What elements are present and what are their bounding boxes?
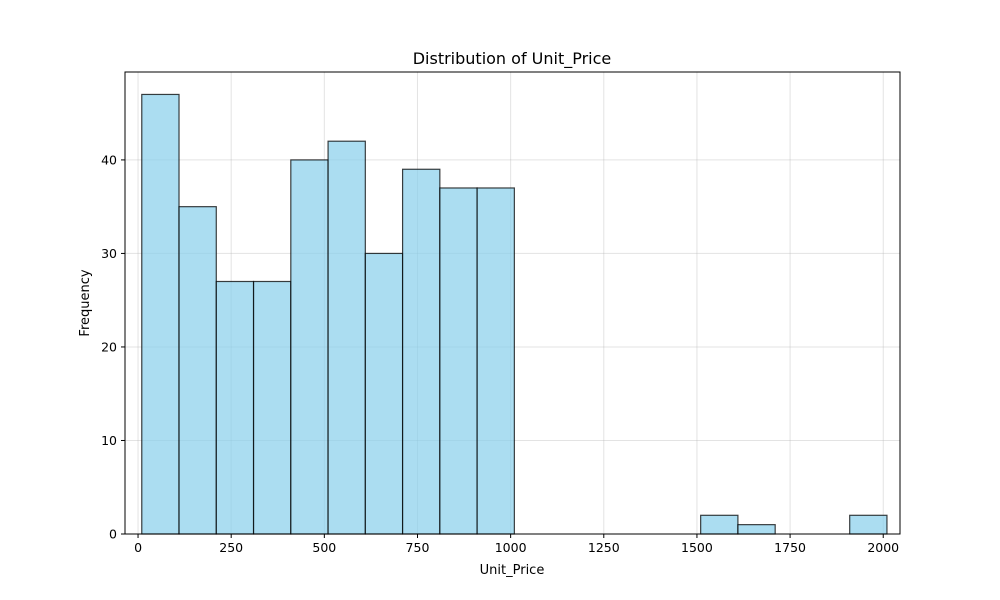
- x-tick-label: 500: [312, 540, 336, 555]
- y-tick-label: 10: [101, 433, 117, 448]
- histogram-bar: [215, 280, 255, 535]
- y-tick-label: 30: [101, 246, 117, 261]
- chart-title: Distribution of Unit_Price: [413, 49, 612, 69]
- y-tick-label: 20: [101, 339, 117, 354]
- histogram-bar: [327, 140, 366, 535]
- histogram-bar: [401, 168, 441, 535]
- x-tick-label: 1500: [681, 540, 713, 555]
- histogram-bar: [849, 514, 888, 535]
- histogram-bar: [141, 93, 180, 535]
- histogram-bar: [252, 280, 292, 535]
- histogram-bar: [439, 187, 478, 535]
- y-axis-label: Frequency: [78, 269, 93, 336]
- histogram-bar: [737, 524, 776, 535]
- x-axis-label: Unit_Price: [480, 563, 545, 578]
- x-tick-label: 1250: [588, 540, 620, 555]
- x-tick-label: 1750: [774, 540, 806, 555]
- x-axis-ticks: 0 250 500 750 1000 1250 1500 1750 2000: [134, 534, 899, 555]
- histogram-bar: [476, 187, 515, 535]
- x-tick-label: 1000: [495, 540, 527, 555]
- histogram-bars: [141, 93, 888, 535]
- x-tick-label: 750: [406, 540, 430, 555]
- histogram-bar: [178, 206, 217, 535]
- histogram-bar: [700, 514, 739, 535]
- histogram-bar: [290, 159, 329, 535]
- plot-frame: [124, 71, 901, 535]
- x-tick-label: 0: [134, 540, 142, 555]
- y-tick-label: 0: [109, 527, 117, 542]
- y-tick-label: 40: [101, 152, 117, 167]
- x-tick-label: 250: [219, 540, 243, 555]
- histogram-bar: [364, 252, 404, 535]
- x-tick-label: 2000: [867, 540, 899, 555]
- y-axis-ticks: 0 10 20 30 40: [101, 152, 125, 542]
